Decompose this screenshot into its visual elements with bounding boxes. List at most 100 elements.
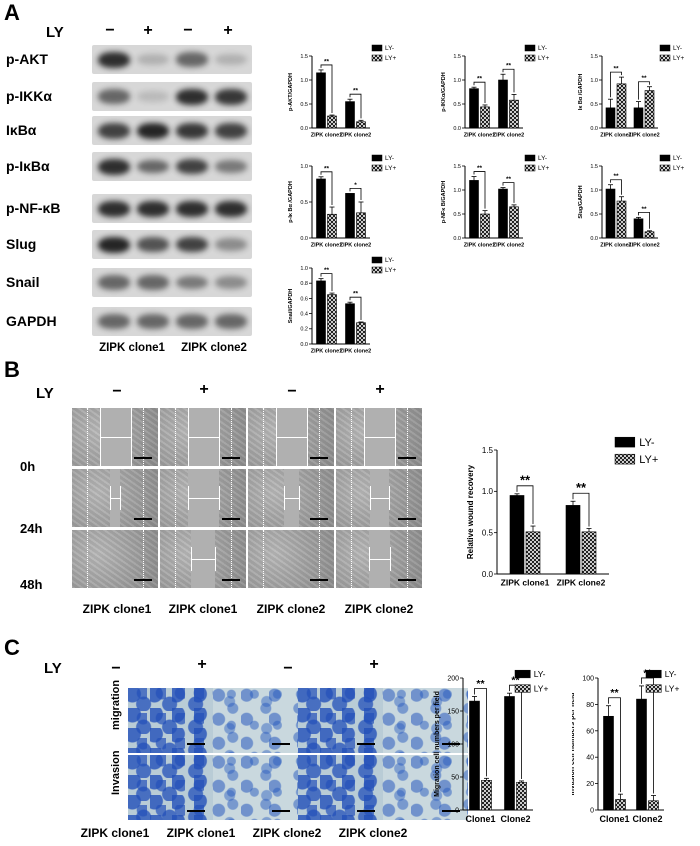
wound-image-r3-c3: [248, 530, 334, 588]
category-label: ZIPK clone1: [311, 349, 342, 355]
category-label: Clone2: [500, 814, 530, 824]
wound-edge-line: [284, 486, 285, 510]
wound-edge-line: [299, 486, 300, 510]
significance-bracket: [474, 688, 487, 777]
wound-edge-line: [131, 408, 132, 466]
scale-bar: [134, 518, 152, 520]
blot-band: [176, 237, 208, 253]
scale-bar: [310, 457, 328, 459]
legend-swatch: [371, 256, 383, 264]
y-axis-label: Migration cell numbers per field: [434, 691, 441, 797]
blot-strip-6: [92, 230, 252, 259]
wound-edge-line: [188, 486, 189, 510]
wound-original-edge: [231, 469, 232, 527]
wound-original-edge: [351, 530, 352, 588]
bar-ly-2: [509, 99, 519, 129]
y-tick-label: 1.5: [590, 164, 598, 170]
wound-original-edge: [351, 408, 352, 466]
wound-edge-line: [219, 408, 220, 466]
significance-label: **: [324, 58, 330, 65]
significance-bracket: [349, 187, 362, 200]
panel-letter-b: B: [4, 357, 20, 382]
wound-width-line: [188, 437, 219, 438]
wound-edge-line: [215, 547, 216, 571]
bar-ly-2: [633, 107, 644, 129]
time-label-0h: 0h: [20, 459, 36, 474]
blot-band: [215, 276, 247, 290]
y-axis-label: p-NFκ B/GAPDH: [441, 181, 447, 224]
legend-swatch: [659, 54, 671, 62]
scale-bar: [310, 579, 328, 581]
significance-bracket: [516, 485, 534, 525]
significance-label: **: [477, 165, 483, 172]
wound-image-r1-c4: [336, 408, 422, 466]
blot-band: [98, 51, 130, 68]
legend-label: LY-: [538, 155, 547, 162]
blot-label-4: p-IκBα: [6, 158, 50, 174]
y-axis-label: Snail/GAPDH: [288, 289, 294, 324]
wound-image-r3-c4: [336, 530, 422, 588]
category-label: ZIPK clone2: [340, 349, 371, 355]
blot-label-6: Slug: [6, 236, 37, 252]
blot-band: [98, 236, 130, 253]
blot-band: [215, 53, 247, 66]
category-label: ZIPK clone2: [493, 133, 524, 139]
bar-ly-2: [516, 781, 527, 811]
y-tick-label: 80: [586, 702, 594, 709]
time-label-24h: 24h: [20, 521, 43, 536]
bar-ly-1: [616, 200, 627, 239]
sign-minus-c1: −: [111, 660, 121, 677]
transwell-image-r2-c1: [128, 755, 213, 820]
scale-bar: [442, 810, 460, 812]
wound-edge-line: [364, 408, 365, 466]
y-tick-label: 100: [447, 741, 459, 748]
blot-band: [98, 275, 130, 290]
wound-original-edge: [87, 469, 88, 527]
significance-bracket: [638, 211, 650, 229]
blot-strip-7: [92, 268, 252, 297]
blot-band: [137, 90, 169, 103]
chart-p-ikba: 0.0 0.5 1.0 p-Iκ Bα /GAPDH ** ZIPK clone1 * ZIP…: [288, 154, 396, 249]
sign-plus-a1: +: [143, 22, 153, 39]
blot-band: [137, 275, 169, 290]
category-label: ZIPK clone1: [600, 133, 631, 139]
legend-swatch: [659, 164, 671, 172]
legend-swatch: [645, 684, 662, 693]
blot-label-1: p-AKT: [6, 51, 48, 67]
blot-band: [137, 122, 169, 139]
y-tick-label: 0.0: [590, 236, 598, 242]
bar-ly-2: [356, 121, 366, 129]
legend-swatch: [659, 44, 671, 52]
bar-ly-1: [605, 188, 616, 239]
bar-ly-2: [644, 231, 655, 239]
wound-edge-line: [100, 408, 101, 466]
legend-label: LY+: [673, 165, 684, 172]
legend-label: LY-: [385, 257, 394, 264]
wound-edge-line: [307, 408, 308, 466]
row-label-migration: migration: [107, 680, 127, 750]
y-tick-label: 1.0: [300, 78, 308, 84]
wound-original-edge: [143, 469, 144, 527]
blot-band: [137, 237, 169, 252]
legend-swatch: [524, 44, 536, 52]
wound-original-edge: [319, 469, 320, 527]
scale-bar: [398, 457, 416, 459]
bar-ly-2: [345, 193, 355, 239]
wound-width-line: [188, 498, 219, 499]
scale-bar: [398, 579, 416, 581]
y-tick-label: 1.0: [482, 487, 494, 496]
wound-col-label-4: ZIPK clone2: [344, 602, 414, 616]
y-tick-label: 1.5: [453, 54, 461, 60]
ly-label-b: LY: [36, 385, 54, 402]
sign-minus-c2: −: [283, 660, 293, 677]
scale-bar: [134, 579, 152, 581]
wound-image-r1-c2: [160, 408, 246, 466]
chart-wound-recovery: 0.0 0.5 1.0 1.5 Relative wound recovery ** ZIP…: [466, 436, 658, 588]
wound-original-edge: [231, 530, 232, 588]
category-label: ZIPK clone1: [311, 243, 342, 249]
chart-migration: 0 50 100 150 200 Migration cell numbers per f…: [434, 669, 548, 824]
ly-label-c: LY: [44, 660, 62, 677]
wound-edge-line: [369, 547, 370, 571]
category-label: ZIPK clone2: [628, 243, 659, 249]
sign-plus-b1: +: [199, 381, 209, 398]
